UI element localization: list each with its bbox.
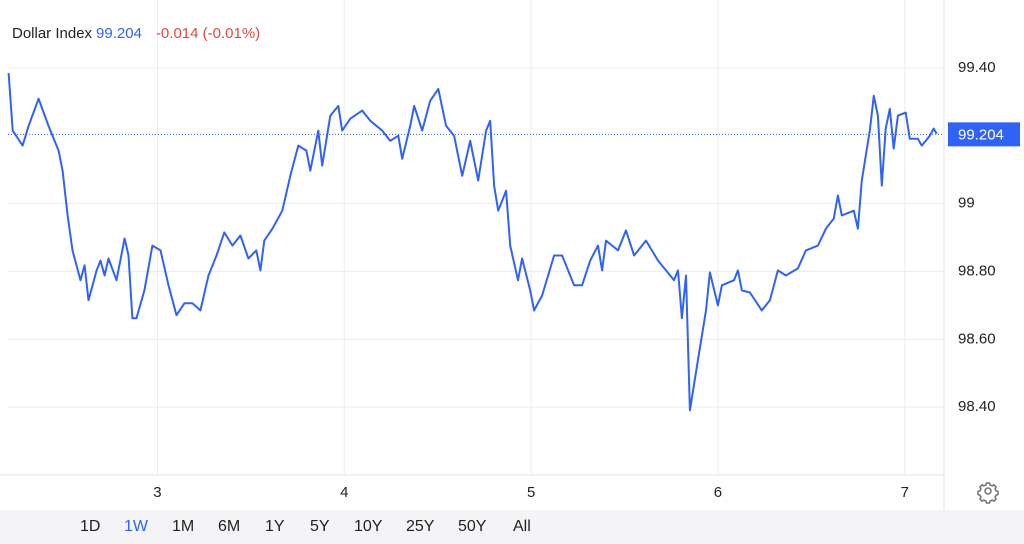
y-tick-label: 99.40 <box>958 59 996 76</box>
y-tick-label: 99 <box>958 195 975 212</box>
x-tick-label: 4 <box>340 484 348 501</box>
range-selector: 1D 1W 1M 6M 1Y 5Y 10Y 25Y 50Y All <box>0 510 1024 544</box>
y-tick-label: 98.80 <box>958 262 996 279</box>
settings-icon[interactable] <box>977 482 999 504</box>
range-button[interactable]: 6M <box>218 518 241 535</box>
last-price: 99.204 <box>96 25 142 42</box>
range-button[interactable]: 50Y <box>458 518 487 535</box>
last-price-label: 99.204 <box>958 126 1004 143</box>
x-tick-label: 3 <box>153 484 161 501</box>
x-tick-label: 5 <box>527 484 535 501</box>
range-button[interactable]: 1Y <box>265 518 285 535</box>
price-line <box>7 72 938 412</box>
last-price-badge <box>948 122 1020 147</box>
range-button[interactable]: 5Y <box>310 518 330 535</box>
range-button[interactable]: 1M <box>172 518 195 535</box>
range-button[interactable]: 1D <box>80 518 101 535</box>
y-tick-label: 98.40 <box>958 398 996 415</box>
chart: 3 4 5 6 7 98.40 98.60 98.80 99 99.40 99.204 <box>0 0 1020 510</box>
x-tick-label: 7 <box>901 484 909 501</box>
range-button[interactable]: All <box>513 518 531 535</box>
header: Dollar Index 99.204 -0.014 (-0.01%) <box>12 25 264 42</box>
x-tick-label: 6 <box>714 484 722 501</box>
y-tick-label: 98.60 <box>958 330 996 347</box>
range-button[interactable]: 10Y <box>354 518 383 535</box>
range-button[interactable]: 1W <box>124 518 148 535</box>
instrument-name: Dollar Index <box>12 25 93 42</box>
price-change: -0.014 (-0.01%) <box>155 25 261 42</box>
range-button[interactable]: 25Y <box>406 518 435 535</box>
